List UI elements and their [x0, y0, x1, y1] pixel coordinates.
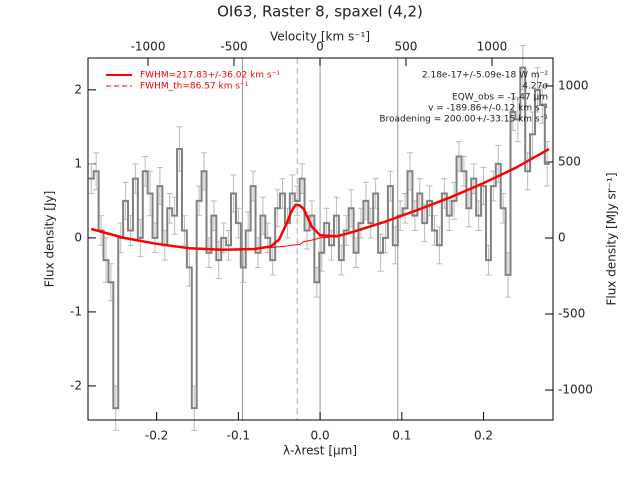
y2-tick-label: -1000: [558, 383, 593, 397]
x2-tick-label: -1000: [131, 40, 166, 54]
legend-label: FWHM_th=86.57 km s⁻¹: [140, 82, 249, 92]
y2-tick-label: 1000: [558, 78, 589, 92]
y-tick-label: -2: [70, 378, 82, 392]
y-axis-label: Flux density [Jy]: [43, 191, 57, 288]
x-tick-label: 0.0: [311, 429, 330, 443]
x-tick-label: 0.2: [474, 429, 493, 443]
annotation: 4.27σ: [522, 82, 548, 92]
y2-tick-label: 500: [558, 154, 581, 168]
x2-tick-label: 1000: [477, 40, 508, 54]
annotation: v = -189.86+/-0.12 km s⁻¹: [428, 104, 548, 114]
x-tick-label: 0.1: [392, 429, 411, 443]
y2-tick-label: -500: [558, 307, 585, 321]
y2-tick-label: 0: [558, 231, 566, 245]
legend-label: FWHM=217.83+/-36.02 km s⁻¹: [140, 71, 280, 81]
y2-axis-label: Flux density [MJy sr⁻¹]: [605, 172, 619, 305]
fit-line: [90, 147, 550, 251]
y-tick-label: 2: [74, 82, 82, 96]
spectrum: [88, 66, 550, 410]
annotation: 2.18e-17+/-5.09e-18 W m⁻²: [422, 71, 549, 81]
chart-title: OI63, Raster 8, spaxel (4,2): [217, 3, 423, 21]
x-tick-label: -0.1: [227, 429, 250, 443]
annotation: EQW_obs = -1.47 μm: [452, 93, 548, 103]
y-tick-label: 1: [74, 156, 82, 170]
plot-frame: [87, 57, 554, 421]
annotation: Broadening = 200.00+/-33.15 km s⁻¹: [379, 115, 548, 125]
x2-tick-label: 0: [316, 40, 324, 54]
x-tick-label: -0.2: [145, 429, 168, 443]
y-tick-label: -1: [70, 304, 82, 318]
x2-tick-label: -500: [220, 40, 247, 54]
y-tick-label: 0: [74, 230, 82, 244]
x2-axis-label: Velocity [km s⁻¹]: [270, 30, 370, 44]
x-axis-label: λ-λrest [μm]: [283, 444, 357, 458]
x2-tick-label: 500: [395, 40, 418, 54]
